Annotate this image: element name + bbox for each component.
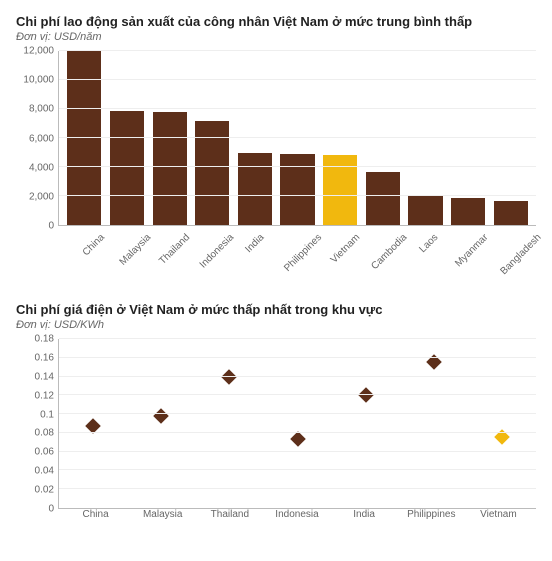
bar-slot <box>404 51 447 225</box>
gridline <box>59 357 536 358</box>
chart2-title: Chi phí giá điện ở Việt Nam ở mức thấp n… <box>16 302 536 317</box>
bar <box>494 201 528 225</box>
gridline <box>59 488 536 489</box>
bar-slot <box>234 51 277 225</box>
bar <box>67 51 101 225</box>
y-tick-label: 0.18 <box>16 334 54 345</box>
electricity-cost-chart: Chi phí giá điện ở Việt Nam ở mức thấp n… <box>16 302 536 529</box>
x-tick-label: Malaysia <box>102 226 142 284</box>
bar <box>408 196 442 225</box>
bar <box>110 111 144 225</box>
chart2-subtitle: Đơn vị: USD/KWh <box>16 319 536 331</box>
chart2-plot <box>58 339 536 509</box>
gridline <box>59 137 536 138</box>
y-tick-label: 4,000 <box>16 162 54 173</box>
bar-slot <box>276 51 319 225</box>
chart2-points <box>59 339 536 508</box>
bar <box>153 112 187 225</box>
gridline <box>59 413 536 414</box>
y-tick-label: 0 <box>16 504 54 515</box>
chart1-subtitle: Đơn vị: USD/năm <box>16 31 536 43</box>
y-tick-label: 0.02 <box>16 485 54 496</box>
y-tick-label: 6,000 <box>16 133 54 144</box>
y-tick-label: 8,000 <box>16 104 54 115</box>
chart1-title: Chi phí lao động sản xuất của công nhân … <box>16 14 536 29</box>
gridline <box>59 394 536 395</box>
x-tick-label: China <box>62 226 102 284</box>
x-tick-label: Myanmar <box>437 226 479 284</box>
y-tick-label: 0 <box>16 221 54 232</box>
bar-slot <box>489 51 532 225</box>
x-tick-label: Cambodia <box>352 226 398 284</box>
x-tick-label: Philippines <box>398 509 465 529</box>
data-point <box>358 388 374 404</box>
chart2-y-axis: 00.020.040.060.080.10.120.140.160.18 <box>16 339 58 509</box>
gridline <box>59 108 536 109</box>
gridline <box>59 195 536 196</box>
bar <box>238 153 272 226</box>
bar-slot <box>191 51 234 225</box>
gridline <box>59 50 536 51</box>
x-tick-label: Thailand <box>196 509 263 529</box>
x-tick-label: China <box>62 509 129 529</box>
bar-slot <box>63 51 106 225</box>
x-tick-label: Bangladesh <box>479 226 532 284</box>
bar <box>280 154 314 225</box>
bar-slot <box>447 51 490 225</box>
gridline <box>59 451 536 452</box>
gridline <box>59 338 536 339</box>
x-tick-label: Vietnam <box>465 509 532 529</box>
gridline <box>59 376 536 377</box>
labor-cost-chart: Chi phí lao động sản xuất của công nhân … <box>16 14 536 284</box>
y-tick-label: 0.1 <box>16 409 54 420</box>
y-tick-label: 0.08 <box>16 428 54 439</box>
data-point <box>222 369 238 385</box>
bar-slot <box>106 51 149 225</box>
chart1-bars <box>59 51 536 225</box>
y-tick-label: 2,000 <box>16 191 54 202</box>
gridline <box>59 166 536 167</box>
y-tick-label: 12,000 <box>16 46 54 57</box>
y-tick-label: 0.12 <box>16 390 54 401</box>
x-tick-label: Malaysia <box>129 509 196 529</box>
x-tick-label: Philippines <box>264 226 312 284</box>
bar <box>451 198 485 225</box>
chart2-x-labels: ChinaMalaysiaThailandIndonesiaIndiaPhili… <box>58 509 536 529</box>
data-point <box>153 408 169 424</box>
y-tick-label: 0.16 <box>16 352 54 363</box>
bar-slot <box>148 51 191 225</box>
gridline <box>59 432 536 433</box>
chart2-plot-area: 00.020.040.060.080.10.120.140.160.18 <box>16 339 536 509</box>
bar-slot <box>361 51 404 225</box>
gridline <box>59 79 536 80</box>
x-tick-label: Indonesia <box>263 509 330 529</box>
gridline <box>59 469 536 470</box>
y-tick-label: 10,000 <box>16 75 54 86</box>
data-point <box>290 432 306 448</box>
y-tick-label: 0.14 <box>16 371 54 382</box>
y-tick-label: 0.06 <box>16 447 54 458</box>
chart1-x-labels: ChinaMalaysiaThailandIndonesiaIndiaPhili… <box>58 226 536 284</box>
bar <box>366 172 400 225</box>
chart1-y-axis: 02,0004,0006,0008,00010,00012,000 <box>16 51 58 226</box>
y-tick-label: 0.04 <box>16 466 54 477</box>
x-tick-label: India <box>331 509 398 529</box>
chart1-plot-area: 02,0004,0006,0008,00010,00012,000 <box>16 51 536 226</box>
bar-slot <box>319 51 362 225</box>
chart1-plot <box>58 51 536 226</box>
